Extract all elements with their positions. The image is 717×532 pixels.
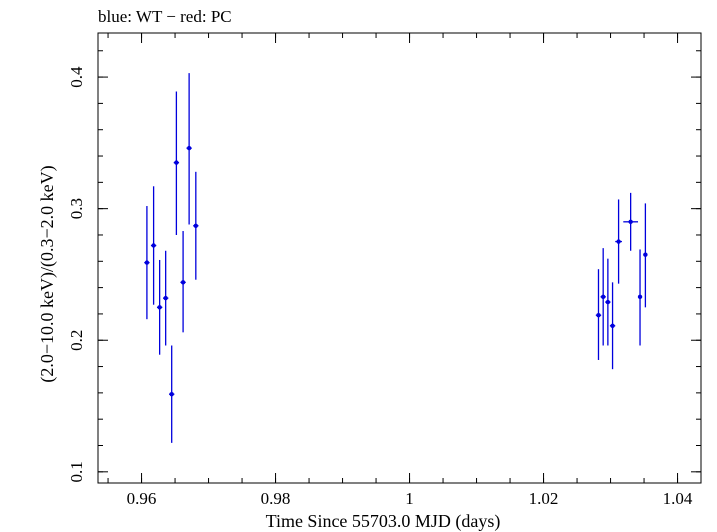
data-point [623, 192, 639, 251]
point-marker [637, 294, 643, 300]
data-point [186, 73, 192, 225]
data-point [156, 259, 163, 355]
point-marker [193, 223, 199, 228]
point-marker [596, 313, 601, 318]
point-marker [628, 219, 633, 225]
point-marker [605, 299, 611, 305]
data-point [169, 345, 175, 443]
data-point [180, 231, 186, 333]
data-point [609, 282, 616, 370]
data-point [605, 258, 611, 346]
y-axis-label: (2.0−10.0 keV)/(0.3−2.0 keV) [37, 165, 58, 382]
point-marker [157, 305, 162, 310]
data-point [193, 171, 199, 280]
data-point [144, 206, 150, 320]
y-tick-label: 0.2 [67, 330, 86, 351]
point-marker [180, 280, 186, 285]
point-marker [163, 295, 168, 301]
point-marker [643, 252, 648, 257]
x-tick-label: 1.04 [663, 489, 693, 508]
data-point [637, 249, 643, 346]
y-tick-label: 0.1 [67, 461, 86, 482]
data-point [162, 250, 169, 346]
y-axis: 0.1 0.2 0.3 0.4 [67, 50, 701, 482]
data-point [173, 91, 180, 235]
data-point [643, 203, 648, 308]
point-marker [616, 239, 621, 244]
plot-frame [97, 32, 702, 484]
y-tick-label: 0.4 [67, 66, 86, 88]
point-marker [186, 145, 192, 151]
x-tick-label: 1 [405, 489, 414, 508]
data-series-wt [144, 73, 648, 443]
x-tick-label: 1.02 [529, 489, 559, 508]
y-tick-label: 0.3 [67, 198, 86, 219]
point-marker [169, 391, 174, 397]
point-marker [151, 243, 156, 248]
data-point [150, 186, 157, 305]
x-tick-label: 0.98 [261, 489, 291, 508]
point-marker [174, 160, 179, 165]
data-point [595, 269, 602, 360]
point-marker [144, 260, 150, 265]
x-tick-label: 0.96 [127, 489, 157, 508]
chart-title: blue: WT − red: PC [98, 7, 232, 26]
data-point [615, 199, 622, 284]
point-marker [610, 323, 615, 328]
data-point [600, 248, 606, 346]
x-axis: 0.96 0.98 1 1.02 1.04 [107, 33, 693, 508]
point-marker [600, 294, 606, 300]
x-axis-label: Time Since 55703.0 MJD (days) [266, 511, 501, 532]
